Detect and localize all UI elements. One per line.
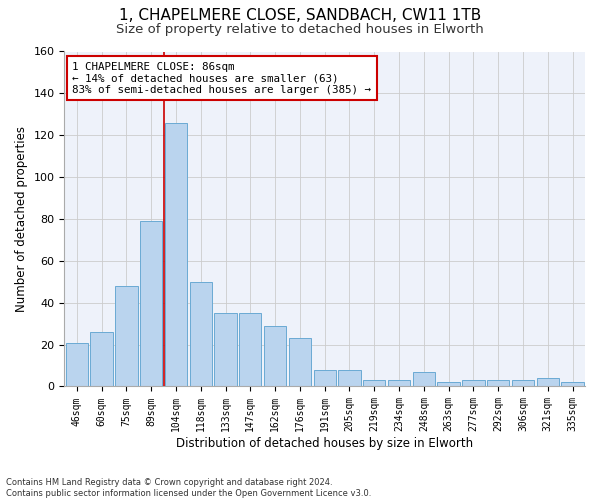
X-axis label: Distribution of detached houses by size in Elworth: Distribution of detached houses by size … [176,437,473,450]
Text: 1, CHAPELMERE CLOSE, SANDBACH, CW11 1TB: 1, CHAPELMERE CLOSE, SANDBACH, CW11 1TB [119,8,481,22]
Bar [214,313,236,386]
Bar [338,370,361,386]
Bar [462,380,485,386]
Bar [413,372,435,386]
Bar [239,313,262,386]
Text: 1 CHAPELMERE CLOSE: 86sqm
← 14% of detached houses are smaller (63)
83% of semi-: 1 CHAPELMERE CLOSE: 86sqm ← 14% of detac… [72,62,371,94]
Bar [91,332,113,386]
Bar [363,380,385,386]
Bar [264,326,286,386]
Bar [289,338,311,386]
Text: Size of property relative to detached houses in Elworth: Size of property relative to detached ho… [116,22,484,36]
Bar [190,282,212,387]
Text: Contains HM Land Registry data © Crown copyright and database right 2024.
Contai: Contains HM Land Registry data © Crown c… [6,478,371,498]
Bar [562,382,584,386]
Bar [65,342,88,386]
Bar [140,221,163,386]
Y-axis label: Number of detached properties: Number of detached properties [15,126,28,312]
Bar [388,380,410,386]
Bar [437,382,460,386]
Bar [314,370,336,386]
Bar [512,380,534,386]
Bar [115,286,137,386]
Bar [165,122,187,386]
Bar [487,380,509,386]
Bar [536,378,559,386]
